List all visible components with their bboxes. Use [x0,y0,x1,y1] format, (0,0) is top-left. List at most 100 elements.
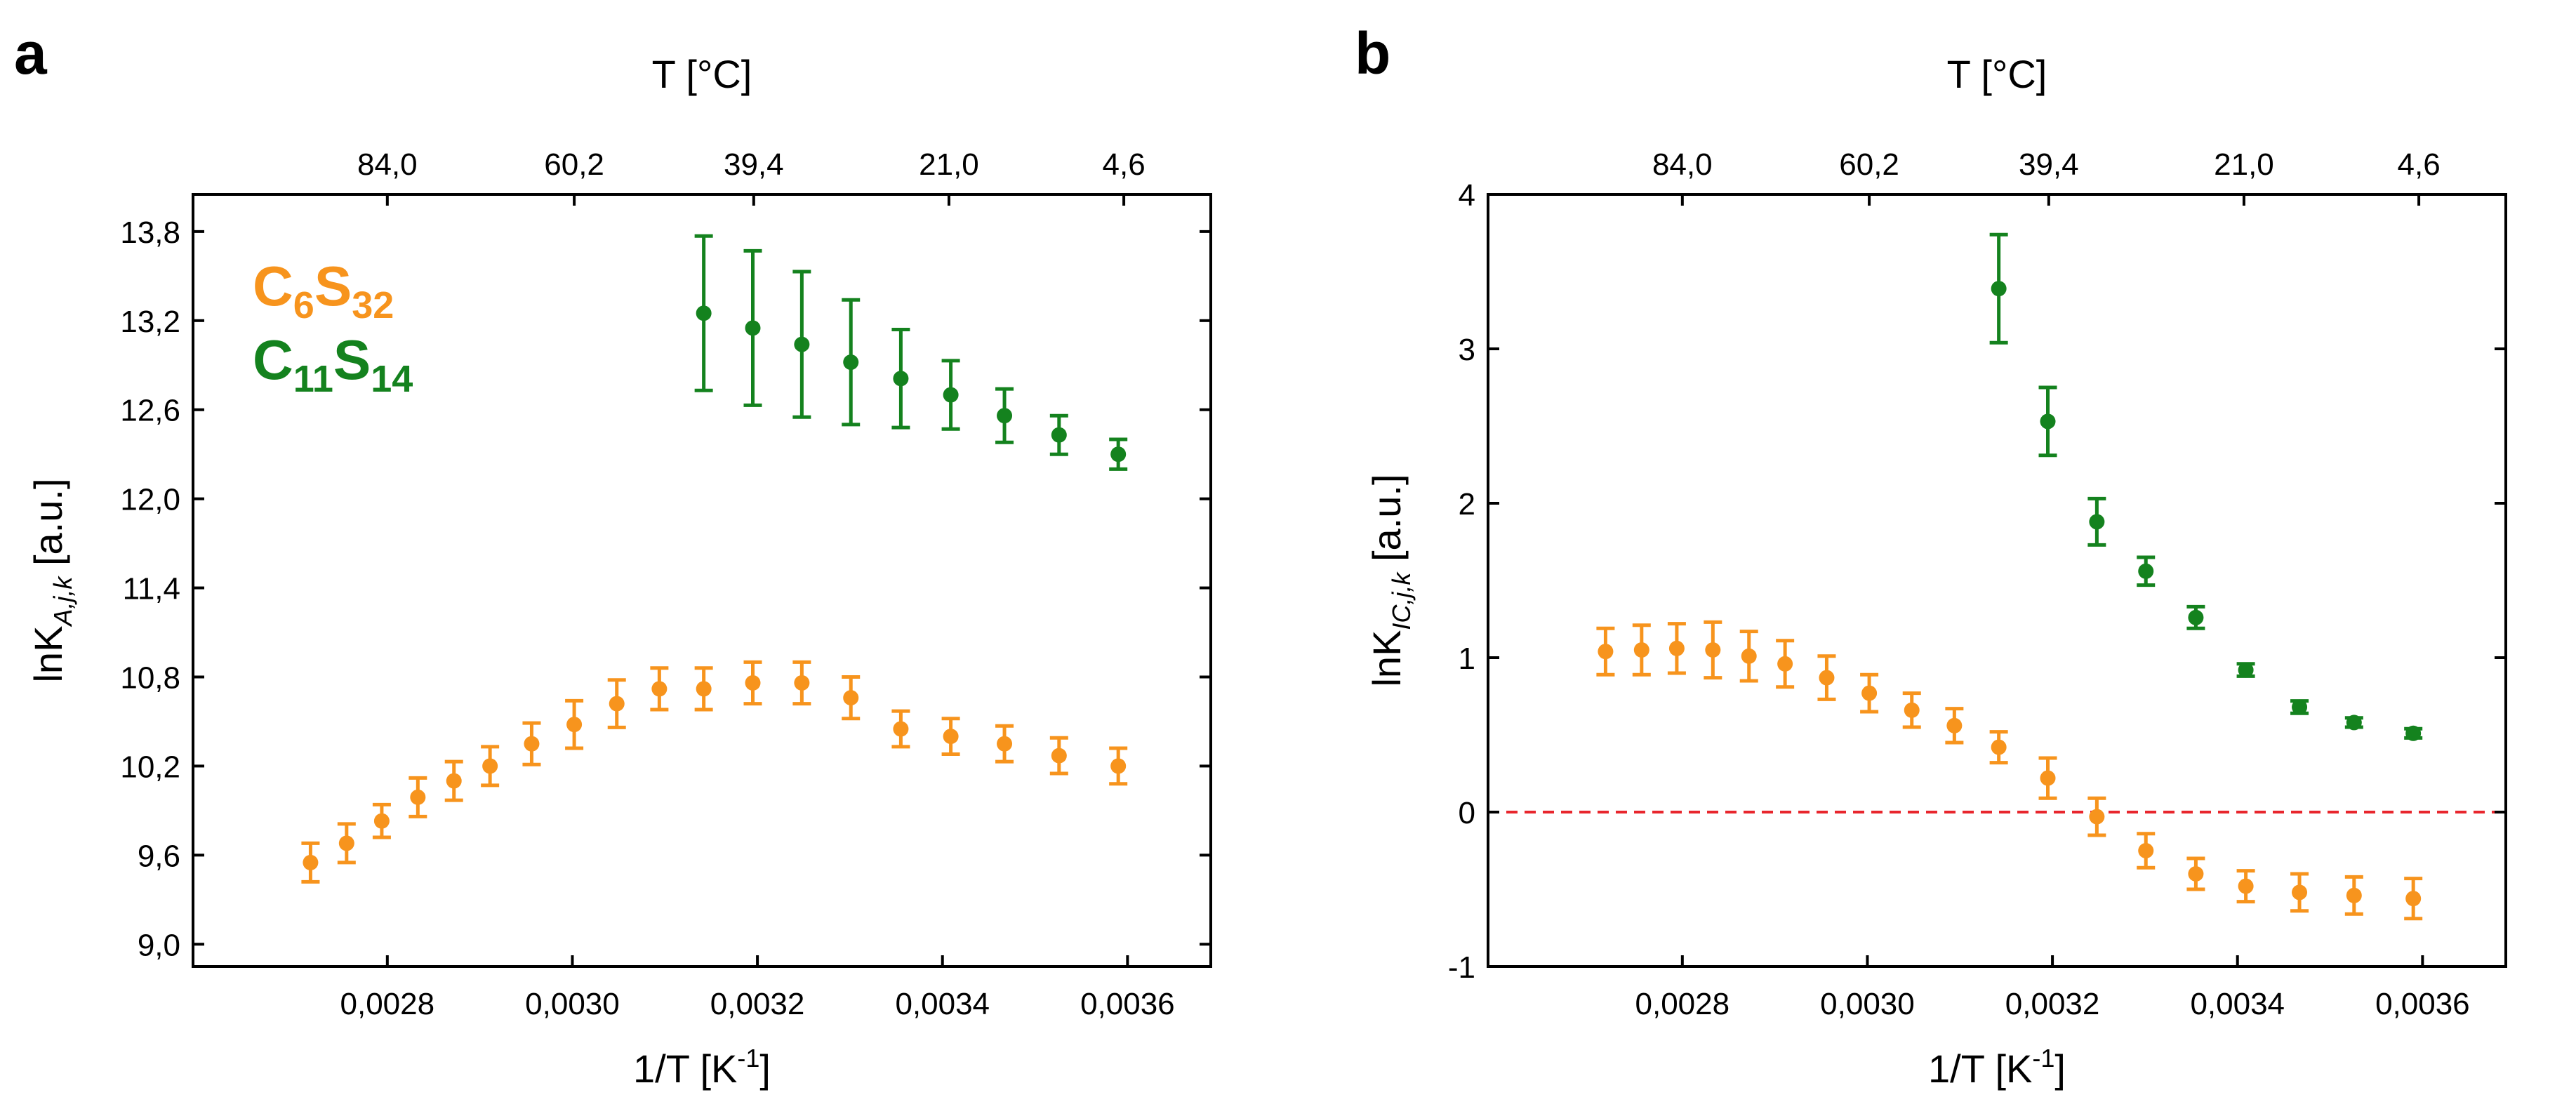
data-point-c11s14 [2292,699,2308,715]
x-tick-label-b: 0,0036 [2375,987,2470,1021]
panel-b: 0,0028 0,0030 0,0032 0,0034 0,0036 84,0 60,2 39… [1365,52,2507,1091]
y-tick-label-b: 4 [1459,178,1475,213]
panel-a-marks: 0,0028 0,0030 0,0032 0,0034 0,0036 84,0 60,2 39… [120,147,1211,1021]
data-point-c11s14 [745,320,761,336]
data-point-c6s32 [1110,758,1127,774]
data-point-c6s32 [651,681,668,697]
panel-letter-a: a [14,20,48,86]
data-point-c11s14 [794,336,810,352]
data-point-c6s32 [1598,644,1614,660]
top-x-tick-label-b: 39,4 [2019,147,2079,182]
legend-entry-c11s14: C11S14 [253,328,413,400]
panel-a: 0,0028 0,0030 0,0032 0,0034 0,0036 84,0 60,2 39… [26,52,1212,1091]
data-point-c11s14 [2238,662,2254,678]
data-point-c6s32 [943,729,959,745]
y-tick-label-a: 10,8 [120,661,180,696]
data-point-c6s32 [2346,887,2362,903]
data-point-c6s32 [696,681,712,697]
top-x-axis-label-a: T [°C] [652,52,752,96]
y-tick-label-b: -1 [1448,950,1475,985]
top-x-tick-label-b: 21,0 [2214,147,2274,182]
data-point-c6s32 [1705,642,1721,658]
x-axis-label-b: 1/T [K-1] [1928,1044,2066,1091]
data-point-c11s14 [1991,281,2007,297]
data-point-c6s32 [2188,866,2204,882]
data-point-c11s14 [2188,609,2204,625]
y-tick-label-a: 9,0 [138,928,180,962]
top-x-tick-label-a: 84,0 [357,147,418,182]
y-axis-label-b: lnKIC,j,k [a.u.] [1365,474,1416,686]
data-point-c11s14 [843,354,859,371]
panel-b-marks: 0,0028 0,0030 0,0032 0,0034 0,0036 84,0 60,2 39… [1448,147,2506,1021]
y-tick-label-a: 10,2 [120,750,180,784]
x-axis-label-a: 1/T [K-1] [633,1044,771,1091]
plot-frame-b [1487,193,2507,968]
data-point-c11s14 [893,371,909,387]
x-tick-label-b: 0,0030 [1820,987,1915,1021]
data-point-c11s14 [943,387,959,403]
x-tick-label-b: 0,0028 [1635,987,1730,1021]
data-point-c11s14 [2138,563,2154,579]
x-tick-label-a: 0,0030 [525,987,620,1021]
data-point-c6s32 [1633,642,1649,658]
data-point-c6s32 [446,773,462,789]
x-tick-label-a: 0,0034 [895,987,990,1021]
y-tick-label-b: 3 [1459,333,1475,367]
y-tick-label-a: 13,8 [120,215,180,250]
data-point-c6s32 [1668,640,1685,656]
data-point-c6s32 [1946,717,1963,733]
y-tick-label-b: 2 [1459,487,1475,522]
data-point-c6s32 [1904,702,1920,718]
x-tick-label-a: 0,0028 [340,987,435,1021]
data-point-c6s32 [524,736,540,752]
data-point-c6s32 [609,696,625,712]
data-point-c6s32 [303,854,319,870]
data-point-c6s32 [1991,739,2007,755]
data-point-c6s32 [566,717,583,733]
panel-letter-b: b [1355,20,1390,86]
data-point-c11s14 [1051,427,1067,443]
data-point-c6s32 [2138,843,2154,858]
data-point-c6s32 [2405,891,2422,907]
top-x-axis-label-b: T [°C] [1947,52,2047,96]
data-point-c6s32 [373,813,390,829]
data-point-c6s32 [2089,809,2105,825]
top-x-tick-label-a: 60,2 [544,147,604,182]
data-point-c6s32 [338,835,354,851]
y-tick-label-a: 11,4 [123,572,180,606]
y-tick-label-a: 12,6 [120,394,180,428]
data-point-c11s14 [1110,446,1127,463]
data-point-c6s32 [1051,748,1067,764]
data-point-c6s32 [2238,878,2254,894]
data-point-c6s32 [843,690,859,706]
y-axis-label-a: lnKA,j,k [a.u.] [26,478,77,682]
data-point-c6s32 [1741,648,1757,664]
y-tick-label-b: 1 [1459,642,1475,676]
data-point-c11s14 [2405,725,2422,741]
x-tick-label-b: 0,0034 [2190,987,2285,1021]
data-point-c6s32 [1819,670,1835,686]
data-point-c6s32 [893,721,909,737]
top-x-tick-label-b: 84,0 [1652,147,1713,182]
data-point-c6s32 [410,789,426,805]
y-tick-label-a: 12,0 [120,483,180,517]
data-point-c6s32 [482,758,498,774]
data-point-c6s32 [1777,656,1793,672]
data-point-c11s14 [997,408,1013,424]
plot-frame-a [192,193,1212,968]
top-x-tick-label-b: 4,6 [2398,147,2441,182]
y-tick-label-b: 0 [1459,796,1475,830]
legend-entry-c6s32: C6S32 [253,255,394,326]
data-point-c6s32 [794,675,810,691]
data-point-c11s14 [696,305,712,321]
data-point-c6s32 [1861,685,1878,701]
y-tick-label-a: 9,6 [138,839,180,873]
top-x-tick-label-a: 4,6 [1103,147,1146,182]
data-point-c6s32 [2040,770,2056,786]
x-tick-label-a: 0,0036 [1080,987,1175,1021]
data-point-c11s14 [2346,715,2362,731]
data-point-c11s14 [2089,514,2105,530]
x-tick-label-a: 0,0032 [710,987,805,1021]
data-point-c6s32 [2292,884,2308,901]
